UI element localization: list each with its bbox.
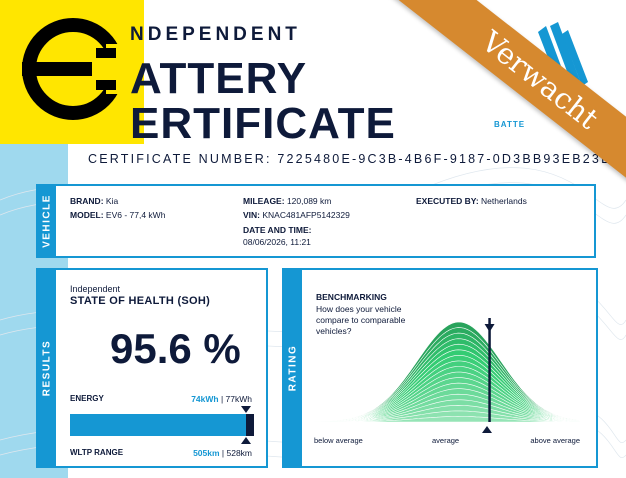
executed-field: EXECUTED BY: Netherlands (416, 196, 527, 206)
wltp-label: WLTP RANGE (70, 448, 124, 457)
wltp-separator: | (219, 448, 227, 458)
energy-current: 74kWh (191, 394, 219, 404)
wltp-current: 505km (193, 448, 220, 458)
logo (0, 0, 144, 144)
date-label: DATE AND TIME: (243, 225, 312, 235)
rating-panel: RATING BENCHMARKING How does your vehicl… (282, 268, 598, 468)
vehicle-panel: VEHICLE BRAND: Kia MODEL: EV6 - 77,4 kWh… (36, 184, 596, 258)
date-field: DATE AND TIME: (243, 225, 311, 235)
average-marker (482, 426, 492, 433)
title-line-3: ERTIFICATE (130, 99, 396, 148)
energy-marker-top (241, 406, 251, 413)
energy-total: 77kWh (225, 394, 252, 404)
rating-section-label: RATING (287, 344, 299, 392)
brand-field: BRAND: Kia (70, 196, 118, 206)
model-field: MODEL: EV6 - 77,4 kWh (70, 210, 165, 220)
wltp-total: 528km (226, 448, 252, 458)
title-line-2: ATTERY (130, 54, 308, 103)
title-line-1: NDEPENDENT (130, 24, 301, 45)
vin-value: KNAC481AFP5142329 (262, 210, 350, 220)
brand-tag: BATTE (494, 120, 526, 129)
label-above-average: above average (530, 436, 580, 445)
vehicle-position-arrow (484, 324, 495, 332)
brand-value: Kia (105, 196, 119, 206)
energy-bar (70, 414, 254, 436)
brand-label: BRAND: (70, 196, 104, 206)
curve-layer (314, 416, 580, 423)
results-section-label: RESULTS (41, 339, 53, 397)
executed-value: Netherlands (481, 196, 527, 206)
wltp-values: 505km | 528km (193, 448, 252, 458)
energy-bar-fill (70, 414, 246, 436)
rating-side-tab: RATING (284, 270, 302, 466)
energy-separator: | (218, 394, 226, 404)
vehicle-side-tab: VEHICLE (38, 186, 56, 256)
vin-label: VIN: (243, 210, 260, 220)
date-value: 08/06/2026, 11:21 (243, 237, 311, 247)
vehicle-section-label: VEHICLE (41, 194, 53, 248)
benchmark-title: BENCHMARKING (316, 292, 387, 302)
energy-marker-bottom (241, 437, 251, 444)
soh-title: STATE OF HEALTH (SOH) (70, 295, 211, 307)
results-panel: RESULTS Independent STATE OF HEALTH (SOH… (36, 268, 268, 468)
mileage-field: MILEAGE: 120,089 km (243, 196, 331, 206)
mileage-value: 120,089 km (286, 196, 332, 206)
independent-label: Independent (70, 284, 121, 294)
certificate-number: CERTIFICATE NUMBER: 7225480E-9C3B-4B6F-9… (88, 152, 612, 166)
ev-logo-icon (22, 18, 128, 120)
vin-field: VIN: KNAC481AFP5142329 (243, 210, 350, 220)
energy-label: ENERGY (70, 394, 104, 403)
label-average: average (432, 436, 460, 445)
benchmark-question: How does your vehicle compare to compara… (316, 304, 406, 336)
energy-values: 74kWh | 77kWh (191, 394, 252, 404)
soh-value: 95.6 % (110, 325, 241, 372)
model-label: MODEL: (70, 210, 104, 220)
label-below-average: below average (314, 436, 363, 445)
executed-label: EXECUTED BY: (416, 196, 479, 206)
benchmark-curve (314, 318, 580, 423)
model-value: EV6 - 77,4 kWh (105, 210, 166, 220)
results-side-tab: RESULTS (38, 270, 56, 466)
mileage-label: MILEAGE: (243, 196, 285, 206)
